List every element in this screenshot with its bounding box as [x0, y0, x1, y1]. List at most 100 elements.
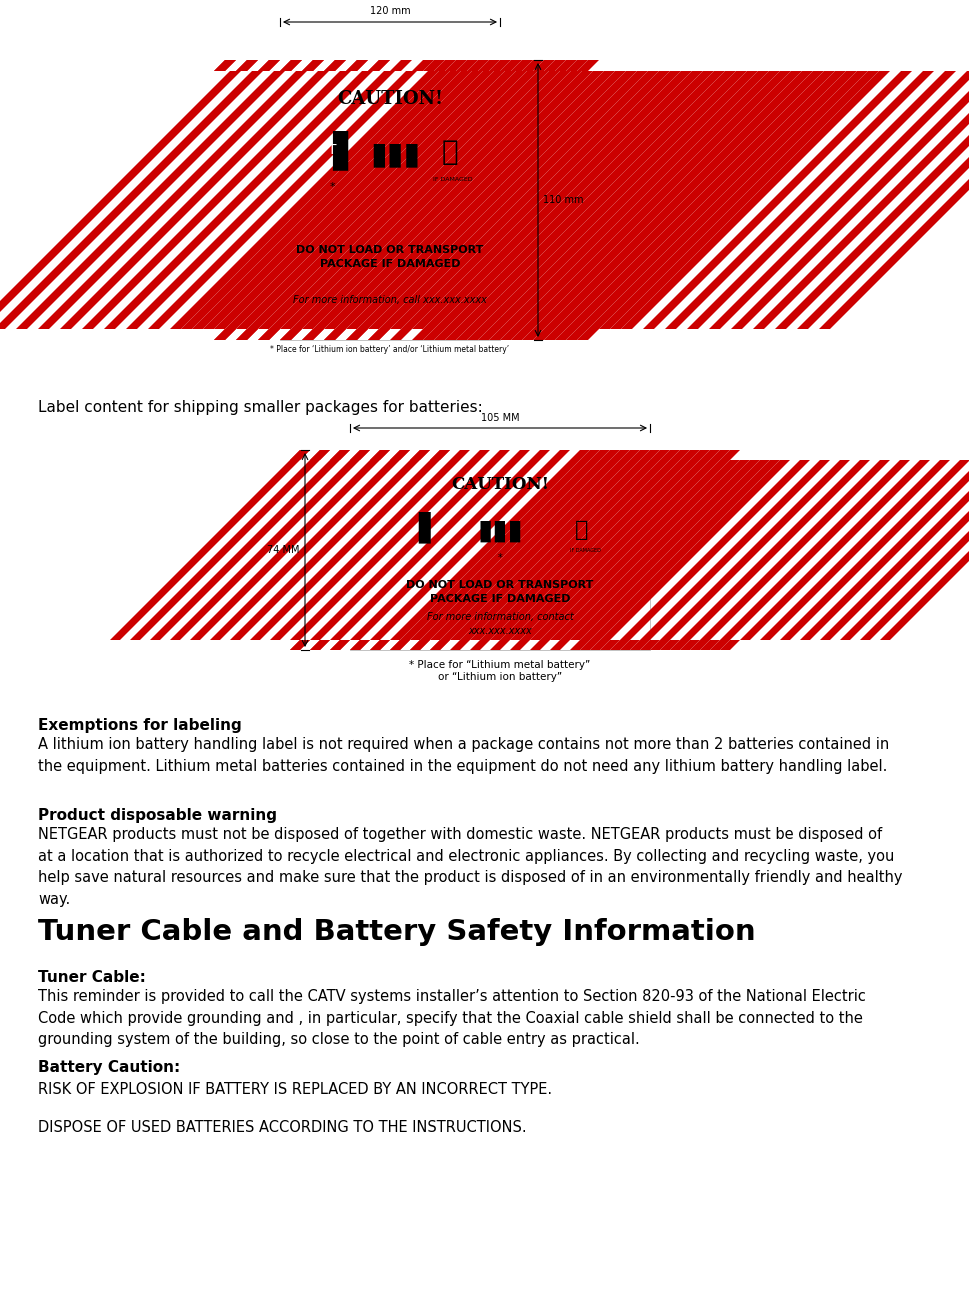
- Polygon shape: [324, 329, 346, 340]
- Bar: [350, 459, 360, 641]
- Bar: [350, 450, 650, 459]
- Polygon shape: [610, 71, 879, 329]
- Polygon shape: [643, 71, 912, 329]
- Text: DISPOSE OF USED BATTERIES ACCORDING TO THE INSTRUCTIONS.: DISPOSE OF USED BATTERIES ACCORDING TO T…: [38, 1121, 526, 1135]
- Bar: [280, 71, 291, 329]
- Bar: [489, 71, 500, 329]
- Bar: [350, 641, 650, 650]
- Text: RISK OF EXPLOSION IF BATTERY IS REPLACED BY AN INCORRECT TYPE.: RISK OF EXPLOSION IF BATTERY IS REPLACED…: [38, 1082, 552, 1097]
- Text: * Place for “Lithium metal battery”
or “Lithium ion battery”: * Place for “Lithium metal battery” or “…: [409, 660, 591, 682]
- Bar: [280, 329, 500, 340]
- Bar: [640, 459, 650, 641]
- Bar: [489, 60, 500, 71]
- Bar: [489, 71, 500, 329]
- Bar: [350, 459, 360, 641]
- Bar: [280, 71, 291, 329]
- Polygon shape: [600, 641, 620, 650]
- Polygon shape: [687, 71, 956, 329]
- Bar: [280, 329, 500, 340]
- Polygon shape: [346, 329, 368, 340]
- Bar: [640, 459, 650, 641]
- Polygon shape: [370, 459, 560, 641]
- Bar: [640, 459, 650, 641]
- Polygon shape: [819, 71, 969, 329]
- Polygon shape: [236, 60, 258, 71]
- Bar: [280, 71, 291, 329]
- Text: 105 MM: 105 MM: [481, 413, 519, 423]
- Bar: [280, 329, 500, 340]
- Bar: [280, 71, 291, 329]
- Bar: [350, 450, 650, 459]
- Polygon shape: [280, 60, 302, 71]
- Polygon shape: [346, 71, 615, 329]
- Polygon shape: [775, 71, 969, 329]
- Bar: [350, 450, 360, 459]
- Polygon shape: [410, 459, 600, 641]
- Bar: [280, 329, 500, 340]
- Polygon shape: [370, 641, 390, 650]
- Bar: [350, 641, 360, 650]
- Bar: [350, 641, 360, 650]
- Bar: [640, 459, 650, 641]
- Polygon shape: [500, 71, 769, 329]
- Text: Tuner Cable:: Tuner Cable:: [38, 970, 146, 985]
- Bar: [489, 71, 500, 329]
- Bar: [350, 641, 650, 650]
- Text: For more information, call xxx.xxx.xxxx: For more information, call xxx.xxx.xxxx: [293, 295, 487, 305]
- Bar: [280, 329, 500, 340]
- Polygon shape: [478, 71, 747, 329]
- Polygon shape: [570, 641, 590, 650]
- Polygon shape: [621, 71, 890, 329]
- Bar: [350, 641, 360, 650]
- Polygon shape: [258, 60, 280, 71]
- Bar: [280, 60, 500, 71]
- Polygon shape: [490, 459, 680, 641]
- Bar: [280, 71, 291, 329]
- Bar: [280, 60, 500, 71]
- Polygon shape: [203, 71, 472, 329]
- Bar: [489, 60, 500, 71]
- Bar: [489, 71, 500, 329]
- Bar: [280, 71, 291, 329]
- Bar: [489, 71, 500, 329]
- Bar: [489, 71, 500, 329]
- Polygon shape: [214, 329, 236, 340]
- Bar: [280, 329, 291, 340]
- Polygon shape: [731, 71, 969, 329]
- Polygon shape: [511, 329, 533, 340]
- Bar: [350, 450, 360, 459]
- Polygon shape: [247, 71, 516, 329]
- Polygon shape: [430, 450, 450, 459]
- Polygon shape: [390, 641, 410, 650]
- Polygon shape: [600, 450, 620, 459]
- Text: For more information, contact: For more information, contact: [426, 612, 574, 622]
- Bar: [640, 459, 650, 641]
- Bar: [640, 459, 650, 641]
- Polygon shape: [510, 450, 530, 459]
- Polygon shape: [258, 329, 280, 340]
- Bar: [640, 459, 650, 641]
- Bar: [350, 450, 360, 459]
- Polygon shape: [522, 60, 544, 71]
- Bar: [489, 71, 500, 329]
- Polygon shape: [753, 71, 969, 329]
- Text: PACKAGE IF DAMAGED: PACKAGE IF DAMAGED: [320, 259, 460, 269]
- Bar: [350, 641, 650, 650]
- Polygon shape: [820, 459, 969, 641]
- Bar: [350, 641, 360, 650]
- Bar: [489, 329, 500, 340]
- Polygon shape: [390, 450, 410, 459]
- Polygon shape: [214, 329, 236, 340]
- Polygon shape: [550, 641, 570, 650]
- Bar: [350, 459, 360, 641]
- Bar: [350, 459, 360, 641]
- Bar: [280, 60, 500, 71]
- Bar: [489, 60, 500, 71]
- Bar: [280, 71, 291, 329]
- Polygon shape: [530, 641, 550, 650]
- Polygon shape: [577, 329, 599, 340]
- Polygon shape: [16, 71, 285, 329]
- Bar: [350, 450, 650, 459]
- Bar: [280, 329, 291, 340]
- Polygon shape: [258, 329, 280, 340]
